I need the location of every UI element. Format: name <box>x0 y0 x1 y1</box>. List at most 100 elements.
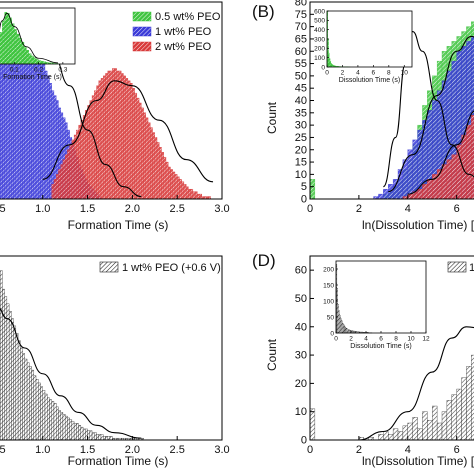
bar-s0-25 <box>432 405 438 441</box>
bar-s0-25 <box>35 379 39 441</box>
bar-s0-22 <box>29 366 32 441</box>
bar-s0-49 <box>89 430 93 441</box>
inset-x-tick-label: 0 <box>325 70 329 77</box>
inset-bar-13 <box>26 50 30 65</box>
bar-s1-3 <box>58 169 61 200</box>
x-tick-label: 2.5 <box>170 203 185 215</box>
bar-s0-44 <box>78 425 82 441</box>
x-tick-label: 1.0 <box>35 444 50 456</box>
inset-y-tick-label: 150 <box>323 282 334 289</box>
inset-frame <box>0 7 76 65</box>
legend-swatch-d <box>447 261 467 273</box>
bar-s1-35 <box>129 83 133 200</box>
bar-s0-29 <box>44 70 48 200</box>
bar-s1-29 <box>116 70 120 200</box>
bar-s1-48 <box>159 147 162 200</box>
inset-x-tick-label: 12 <box>422 336 430 343</box>
inset-y-tick-label: 400 <box>314 27 325 34</box>
bar-s2-9 <box>446 159 452 200</box>
bar-s0-9 <box>0 270 3 441</box>
legend-label-1: 1 wt% PEO <box>155 26 212 38</box>
bar-s0-17 <box>392 428 399 441</box>
inset-background <box>336 261 426 333</box>
inset-bar-2 <box>0 32 3 65</box>
bar-s0-18 <box>20 347 23 441</box>
inset-y-tick-label: 200 <box>314 46 325 53</box>
y-tick-label: 45 <box>295 83 307 95</box>
legend-swatch-0 <box>132 11 152 22</box>
bar-s1-16 <box>87 105 90 200</box>
panel-d-fit-curves <box>358 326 474 441</box>
bar-s1-38 <box>136 97 140 200</box>
x-tick-label: 2.0 <box>125 203 140 215</box>
y-tick-label: 60 <box>295 46 307 58</box>
bar-s0-21 <box>412 417 418 441</box>
x-tick-label: 0.5 <box>0 444 6 456</box>
bar-s0-14 <box>378 434 384 441</box>
panel-a-axes: 0.5 1.0 1.5 2.0 2.5 3.0 <box>0 1 230 215</box>
y-tick-label: 55 <box>295 58 307 70</box>
bar-s1-61 <box>188 188 191 200</box>
bar-s0-20 <box>24 358 28 441</box>
bar-s1-17 <box>89 100 93 200</box>
bar-s1-26 <box>109 70 113 200</box>
x-tick-label: 4 <box>405 444 411 456</box>
panel-b: (B) Count 0 2 4 605101520253035404550556065… <box>252 0 474 232</box>
fit-curve-s0 <box>382 30 474 188</box>
bar-s0-19 <box>402 425 408 441</box>
y-tick-label: 35 <box>295 107 307 119</box>
bar-s0-40 <box>69 419 73 441</box>
fit-curve-s0 <box>0 307 142 439</box>
y-tick-label: 0 <box>301 435 307 447</box>
x-tick-label: 2 <box>356 203 362 215</box>
bar-s1-30 <box>118 70 122 200</box>
bar-s1-20 <box>96 85 99 200</box>
panel-c-bars <box>0 270 144 441</box>
bar-s1-66 <box>199 193 203 200</box>
bar-s1-64 <box>194 191 198 200</box>
bar-s1-40 <box>141 107 144 200</box>
bar-s0-22 <box>417 428 423 441</box>
bar-s2-5 <box>427 179 433 200</box>
panel-a-bars <box>0 23 211 200</box>
bar-s0-29 <box>451 394 457 441</box>
inset-bar-19 <box>40 60 44 65</box>
bar-s2-11 <box>456 144 462 200</box>
bar-s0-56 <box>105 436 108 441</box>
panel-d-label: (D) <box>252 251 276 270</box>
bar-s0-26 <box>436 422 443 441</box>
x-tick-label: 1.5 <box>80 444 95 456</box>
x-tick-label: 6 <box>454 203 460 215</box>
legend-label-0: 0.5 wt% PEO <box>155 11 221 23</box>
bar-s0-31 <box>49 83 52 200</box>
bar-s1-57 <box>179 179 182 200</box>
bar-s0-57 <box>107 436 111 441</box>
y-tick-label: 25 <box>295 132 307 144</box>
inset-y-tick-label: 100 <box>314 55 325 62</box>
inset-x-tick-label: 4 <box>356 70 360 77</box>
panel-b-xlabel: ln(Dissolution Time) [ln <box>362 218 474 232</box>
y-tick-label: 5 <box>301 181 307 193</box>
bar-s0-30 <box>47 397 50 441</box>
bar-s1-39 <box>138 102 142 200</box>
inset-fit-curve <box>0 12 59 64</box>
bar-s0-29 <box>44 393 48 441</box>
bar-s0-27 <box>441 411 448 441</box>
bar-s0-17 <box>17 340 21 441</box>
y-tick-label: 75 <box>295 9 307 21</box>
bar-s0-15 <box>13 325 17 441</box>
fit-curve-s1 <box>388 35 474 193</box>
bar-s1-53 <box>170 169 173 200</box>
bar-s0-52 <box>96 434 99 441</box>
plot-frame <box>0 255 223 441</box>
bar-s0-58 <box>109 436 113 441</box>
bar-s1-7 <box>407 149 413 200</box>
y-tick-label: 40 <box>295 95 307 107</box>
bar-s0-23 <box>422 411 428 441</box>
bar-s0-42 <box>73 423 77 441</box>
legend-label-d: 1 <box>469 262 474 274</box>
